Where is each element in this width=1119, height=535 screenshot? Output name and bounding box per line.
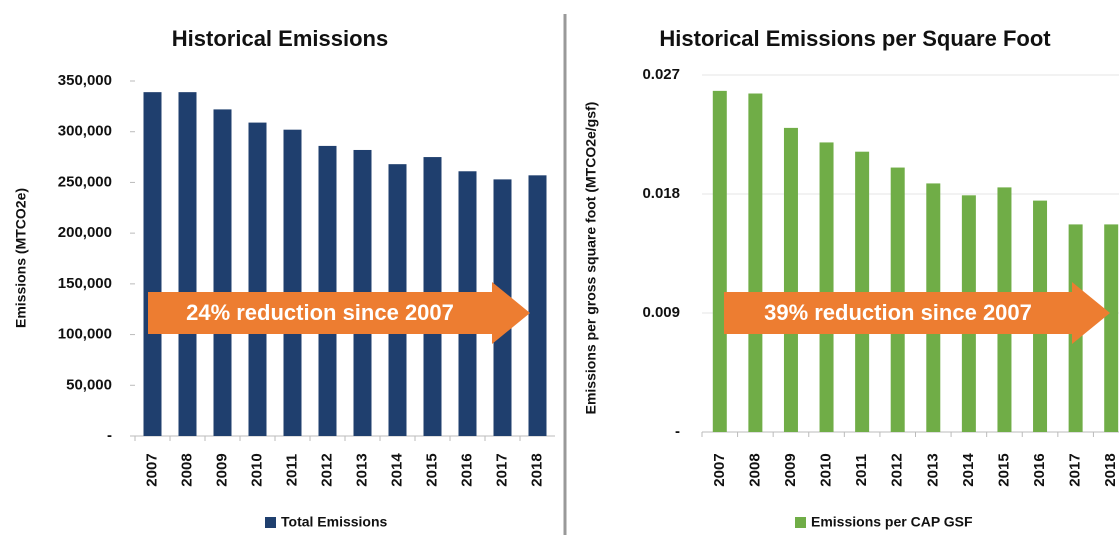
y-tick-label: - (107, 427, 112, 444)
y-tick-label: 0.018 (642, 185, 680, 202)
legend-label: Total Emissions (281, 514, 388, 530)
y-axis-title: Emissions per gross square foot (MTCO2e/… (583, 102, 599, 415)
x-tick-label: 2017 (1067, 453, 1084, 486)
x-tick-label: 2009 (782, 453, 799, 486)
legend-label: Emissions per CAP GSF (811, 514, 973, 530)
x-tick-label: 2014 (388, 453, 405, 487)
annotation-arrow (148, 282, 530, 344)
x-tick-label: 2010 (818, 453, 835, 486)
y-axis-title: Emissions (MTCO2e) (13, 188, 29, 328)
x-tick-label: 2018 (528, 453, 545, 486)
x-tick-label: 2013 (924, 453, 941, 486)
x-tick-label: 2007 (143, 453, 160, 486)
x-tick-label: 2012 (318, 453, 335, 486)
x-tick-label: 2018 (1102, 453, 1119, 486)
x-tick-label: 2009 (213, 453, 230, 486)
bar (712, 90, 727, 432)
chart-title: Historical Emissions per Square Foot (659, 26, 1051, 51)
x-tick-label: 2016 (458, 453, 475, 486)
y-tick-label: - (675, 423, 680, 440)
bar (819, 142, 834, 432)
bar (178, 92, 197, 437)
bar (783, 127, 798, 432)
x-tick-label: 2007 (711, 453, 728, 486)
x-tick-label: 2008 (178, 453, 195, 486)
annotation-arrow (724, 282, 1110, 344)
y-tick-label: 300,000 (58, 123, 112, 140)
y-tick-label: 200,000 (58, 224, 112, 241)
y-tick-label: 50,000 (66, 376, 112, 393)
y-tick-label: 0.009 (642, 304, 680, 321)
x-tick-label: 2010 (248, 453, 265, 486)
x-tick-label: 2016 (1031, 453, 1048, 486)
bar (855, 151, 870, 432)
bar (213, 109, 232, 437)
x-tick-label: 2015 (423, 453, 440, 486)
annotation: 24% reduction since 2007 (186, 300, 454, 325)
bar (318, 145, 337, 436)
chart-title: Historical Emissions (172, 26, 388, 51)
annotation: 39% reduction since 2007 (764, 300, 1032, 325)
x-tick-label: 2014 (960, 453, 977, 487)
x-tick-label: 2013 (353, 453, 370, 486)
y-tick-label: 150,000 (58, 275, 112, 292)
y-tick-label: 0.027 (642, 66, 680, 83)
bar (748, 93, 763, 432)
x-tick-label: 2012 (889, 453, 906, 486)
y-tick-label: 100,000 (58, 326, 112, 343)
x-tick-label: 2015 (995, 453, 1012, 486)
bar (283, 129, 302, 436)
x-tick-label: 2011 (283, 454, 300, 487)
x-tick-label: 2017 (493, 453, 510, 486)
bar (528, 175, 547, 437)
bar (143, 92, 162, 437)
x-tick-label: 2011 (853, 454, 870, 487)
y-tick-label: 250,000 (58, 173, 112, 190)
x-tick-label: 2008 (746, 453, 763, 486)
bar (1104, 224, 1119, 432)
legend-swatch (265, 517, 276, 528)
legend-swatch (795, 517, 806, 528)
y-tick-label: 350,000 (58, 72, 112, 89)
bar (248, 122, 267, 436)
